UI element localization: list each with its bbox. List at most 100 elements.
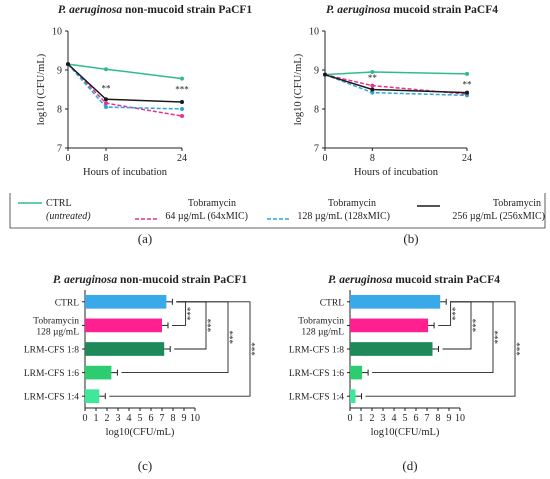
x-tick-label: 2 [105, 413, 110, 424]
data-point-tob256 [66, 62, 70, 67]
data-point-tob256 [180, 99, 184, 104]
legend-tob64-label: Tobramycin [188, 198, 236, 209]
y-tick-label: 10 [309, 27, 319, 38]
significance-mark: *** [250, 342, 260, 356]
category-label: LRM-CFS 1:8 [24, 346, 79, 356]
category-label: LRM-CFS 1:6 [289, 369, 344, 379]
bar [350, 365, 363, 380]
y-tick-label: 9 [314, 66, 319, 77]
y-axis-label: log10 (CFU/mL) [293, 53, 304, 125]
x-tick-label: 7 [425, 413, 430, 424]
chart-title: P. aeruginosa mucoid strain PaCF4 [328, 274, 500, 286]
x-tick-label: 0 [66, 153, 71, 164]
data-point-tob128 [370, 90, 375, 95]
legend-tob128-sublabel: 128 µg/mL (128xMIC) [297, 211, 390, 222]
data-point-tob256 [323, 72, 327, 77]
x-tick-label: 5 [403, 413, 408, 424]
category-label: Tobramycin [298, 316, 344, 326]
x-tick-label: 2 [370, 413, 375, 424]
category-label: CTRL [320, 298, 344, 308]
x-tick-label: 3 [116, 413, 121, 424]
category-label: Tobramycin [33, 316, 79, 326]
category-label: LRM-CFS 1:4 [24, 393, 79, 403]
bar [350, 342, 433, 356]
x-axis-label: log10(CFU/mL) [106, 427, 175, 438]
data-point-tob64 [180, 114, 184, 119]
category-label: LRM-CFS 1:8 [289, 346, 344, 356]
x-tick-label: 1 [359, 413, 364, 424]
bar [85, 365, 112, 380]
bar-chart-d: P. aeruginosa mucoid strain PaCF4 0 1 2 3 4 5 6… [289, 274, 525, 438]
y-tick-label: 7 [57, 144, 62, 155]
category-label: CTRL [55, 298, 79, 308]
series-line-ctrl [324, 71, 468, 76]
x-axis-label: Hours of incubation [83, 167, 168, 178]
panel-label-a: (a) [138, 231, 152, 246]
x-tick-label: 0 [348, 413, 353, 424]
x-axis-label: Hours of incubation [354, 167, 439, 178]
category-label: 128 µg/mL [301, 327, 344, 337]
significance-bracket [172, 301, 187, 326]
line-chart-a: P. aeruginosa non-mucoid strain PaCF1 7 8 9… [36, 4, 252, 178]
x-tick-label: 5 [138, 413, 143, 424]
data-point-tob256 [370, 87, 375, 92]
data-point-ctrl [370, 69, 375, 74]
x-tick-label: 8 [171, 413, 176, 424]
chart-title: P. aeruginosa non-mucoid strain PaCF1 [58, 4, 253, 16]
x-tick-label: 10 [190, 413, 200, 424]
x-tick-label: 8 [436, 413, 441, 424]
category-label: LRM-CFS 1:6 [24, 369, 79, 379]
bar [85, 389, 100, 404]
x-tick-label: 24 [177, 153, 187, 164]
x-tick-label: 24 [462, 153, 472, 164]
data-point-tob128 [104, 105, 108, 110]
x-tick-label: 8 [104, 153, 109, 164]
chart-title: P. aeruginosa non-mucoid strain PaCF1 [53, 274, 248, 286]
bar [85, 318, 162, 333]
x-tick-label: 1 [94, 413, 99, 424]
significance-bracket [121, 301, 229, 374]
x-tick-label: 6 [149, 413, 154, 424]
y-tick-label: 10 [52, 27, 62, 38]
y-tick-label: 7 [314, 144, 319, 155]
x-tick-label: 0 [83, 413, 88, 424]
significance-bracket [372, 301, 494, 374]
significance-mark: *** [471, 318, 481, 332]
legend-tob128-label: Tobramycin [328, 198, 376, 209]
legend-tob256-label: Tobramycin [493, 198, 541, 209]
legend-bracket [9, 193, 546, 229]
x-tick-label: 4 [392, 413, 397, 424]
series-line-ctrl [67, 63, 183, 80]
data-point-ctrl [180, 76, 184, 81]
panel-label-c: (c) [138, 458, 152, 473]
x-tick-label: 10 [455, 413, 465, 424]
category-label: LRM-CFS 1:4 [289, 393, 344, 403]
significance-mark: *** [206, 318, 216, 332]
x-tick-label: 0 [323, 153, 328, 164]
y-tick-label: 8 [314, 105, 319, 116]
data-point-tob64 [104, 101, 108, 106]
significance-mark: *** [186, 306, 196, 320]
bar [350, 389, 356, 404]
significance-mark: *** [451, 306, 461, 320]
significance-bracket [109, 301, 251, 397]
legend-ctrl-sublabel: (untreated) [46, 211, 91, 222]
data-point-tob256 [465, 90, 469, 95]
significance-mark: *** [493, 330, 503, 344]
panel-label-b: (b) [403, 231, 418, 246]
significance-mark: *** [515, 342, 525, 356]
legend-tob256-sublabel: 256 µg/mL (256xMIC) [452, 211, 545, 222]
significance-mark: *** [228, 330, 238, 344]
data-point-ctrl [465, 71, 469, 76]
significance-mark: ** [368, 73, 378, 83]
bar [350, 294, 441, 309]
category-label: 128 µg/mL [36, 327, 79, 337]
x-tick-label: 4 [127, 413, 132, 424]
panel-label-d: (d) [402, 458, 417, 473]
x-tick-label: 6 [414, 413, 419, 424]
x-tick-label: 9 [182, 413, 187, 424]
x-tick-label: 9 [447, 413, 452, 424]
chart-title: P. aeruginosa mucoid strain PaCF4 [326, 4, 498, 16]
legend-ctrl-label: CTRL [46, 198, 72, 209]
